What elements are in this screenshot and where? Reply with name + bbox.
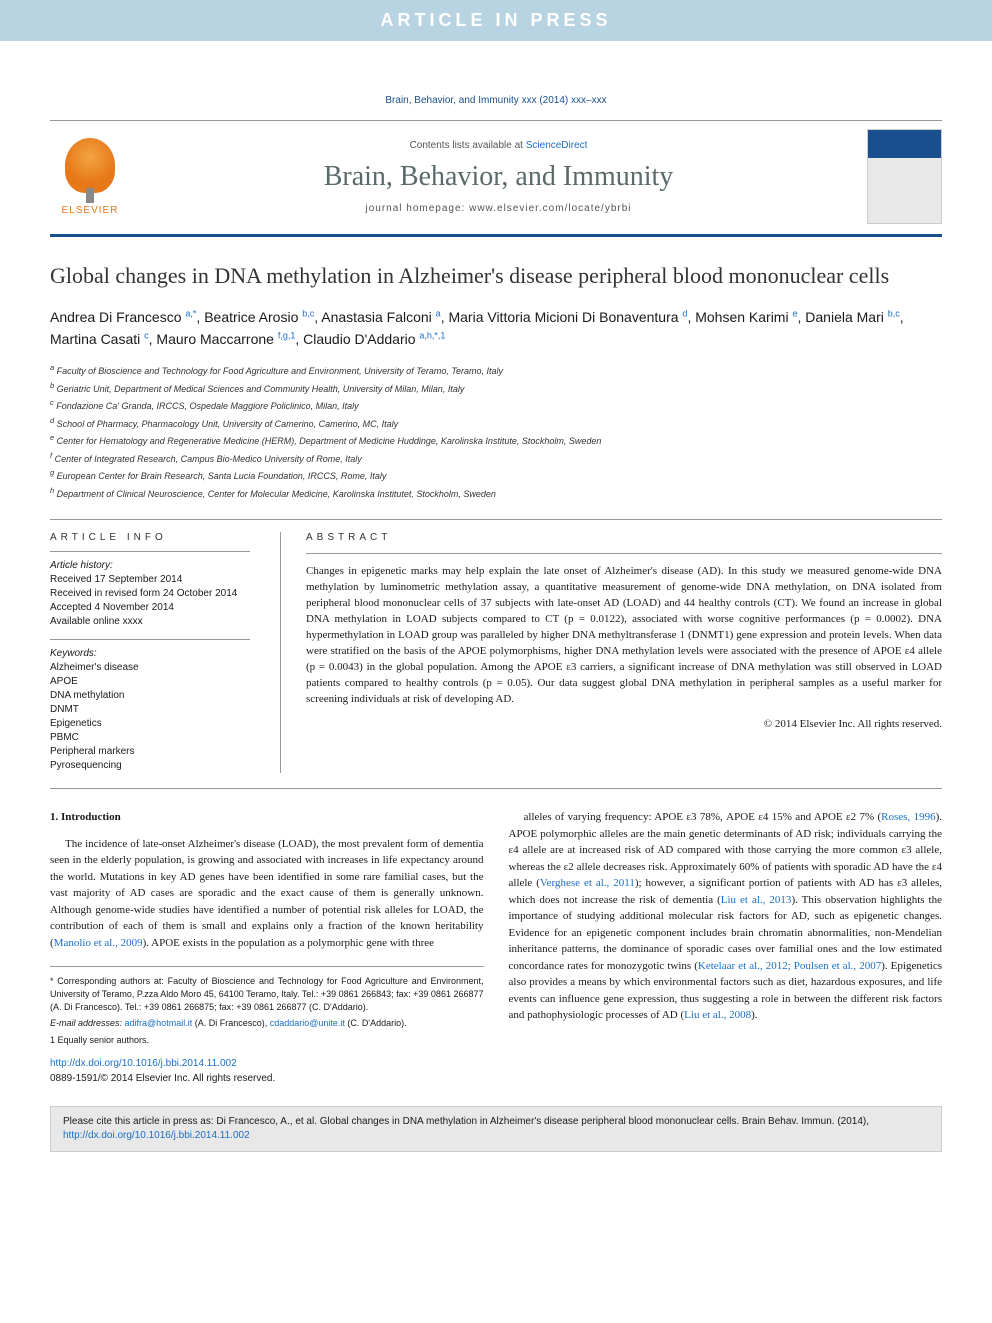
issn-copyright: 0889-1591/© 2014 Elsevier Inc. All right… <box>50 1071 484 1086</box>
affiliation-line: a Faculty of Bioscience and Technology f… <box>50 362 942 379</box>
affiliation-line: d School of Pharmacy, Pharmacology Unit,… <box>50 415 942 432</box>
intro-para-1: The incidence of late-onset Alzheimer's … <box>50 836 484 952</box>
footnotes: * Corresponding authors at: Faculty of B… <box>50 966 484 1046</box>
keyword: DNMT <box>50 703 250 717</box>
email-link-2[interactable]: cdaddario@unite.it <box>270 1018 345 1028</box>
email-link-1[interactable]: adifra@hotmail.it <box>125 1018 193 1028</box>
contents-line: Contents lists available at ScienceDirec… <box>145 140 852 151</box>
affiliation-line: h Department of Clinical Neuroscience, C… <box>50 485 942 502</box>
affiliation-line: b Geriatric Unit, Department of Medical … <box>50 380 942 397</box>
homepage-line: journal homepage: www.elsevier.com/locat… <box>145 203 852 214</box>
keyword: Pyrosequencing <box>50 759 250 773</box>
intro-para-2: alleles of varying frequency: APOE ε3 78… <box>509 809 943 1024</box>
article-in-press-banner: ARTICLE IN PRESS <box>0 0 992 41</box>
article-title: Global changes in DNA methylation in Alz… <box>50 262 942 291</box>
sciencedirect-link[interactable]: ScienceDirect <box>526 140 588 151</box>
equal-contribution-note: 1 Equally senior authors. <box>50 1034 484 1047</box>
elsevier-logo: ELSEVIER <box>50 132 130 222</box>
affiliation-line: c Fondazione Ca' Granda, IRCCS, Ospedale… <box>50 397 942 414</box>
top-citation: Brain, Behavior, and Immunity xxx (2014)… <box>50 81 942 120</box>
keyword: DNA methylation <box>50 689 250 703</box>
section-heading-intro: 1. Introduction <box>50 809 484 826</box>
elsevier-tree-icon <box>65 138 115 193</box>
journal-header: ELSEVIER Contents lists available at Sci… <box>50 120 942 237</box>
article-info-heading: ARTICLE INFO <box>50 532 250 543</box>
online-date: Available online xxxx <box>50 615 250 629</box>
abstract-text: Changes in epigenetic marks may help exp… <box>306 564 942 707</box>
body-columns: 1. Introduction The incidence of late-on… <box>50 809 942 1086</box>
revised-date: Received in revised form 24 October 2014 <box>50 587 250 601</box>
keyword: Alzheimer's disease <box>50 661 250 675</box>
affiliations: a Faculty of Bioscience and Technology f… <box>50 362 942 501</box>
history-label: Article history: <box>50 560 250 571</box>
cite-this-article-box: Please cite this article in press as: Di… <box>50 1106 942 1152</box>
accepted-date: Accepted 4 November 2014 <box>50 601 250 615</box>
received-date: Received 17 September 2014 <box>50 573 250 587</box>
citebox-doi-link[interactable]: http://dx.doi.org/10.1016/j.bbi.2014.11.… <box>63 1130 250 1141</box>
doi-link[interactable]: http://dx.doi.org/10.1016/j.bbi.2014.11.… <box>50 1058 237 1069</box>
journal-cover-thumb <box>867 129 942 224</box>
elsevier-text: ELSEVIER <box>62 205 119 216</box>
article-info-sidebar: ARTICLE INFO Article history: Received 1… <box>50 532 250 773</box>
copyright-line: © 2014 Elsevier Inc. All rights reserved… <box>306 718 942 730</box>
keyword: APOE <box>50 675 250 689</box>
affiliation-line: e Center for Hematology and Regenerative… <box>50 432 942 449</box>
corresponding-author-note: * Corresponding authors at: Faculty of B… <box>50 975 484 1013</box>
abstract-heading: ABSTRACT <box>306 532 942 543</box>
author-list: Andrea Di Francesco a,*, Beatrice Arosio… <box>50 306 942 351</box>
keyword: Peripheral markers <box>50 745 250 759</box>
keyword: PBMC <box>50 731 250 745</box>
email-label: E-mail addresses: <box>50 1018 125 1028</box>
keyword: Epigenetics <box>50 717 250 731</box>
affiliation-line: f Center of Integrated Research, Campus … <box>50 450 942 467</box>
keywords-label: Keywords: <box>50 648 250 659</box>
affiliation-line: g European Center for Brain Research, Sa… <box>50 467 942 484</box>
journal-name: Brain, Behavior, and Immunity <box>145 161 852 193</box>
